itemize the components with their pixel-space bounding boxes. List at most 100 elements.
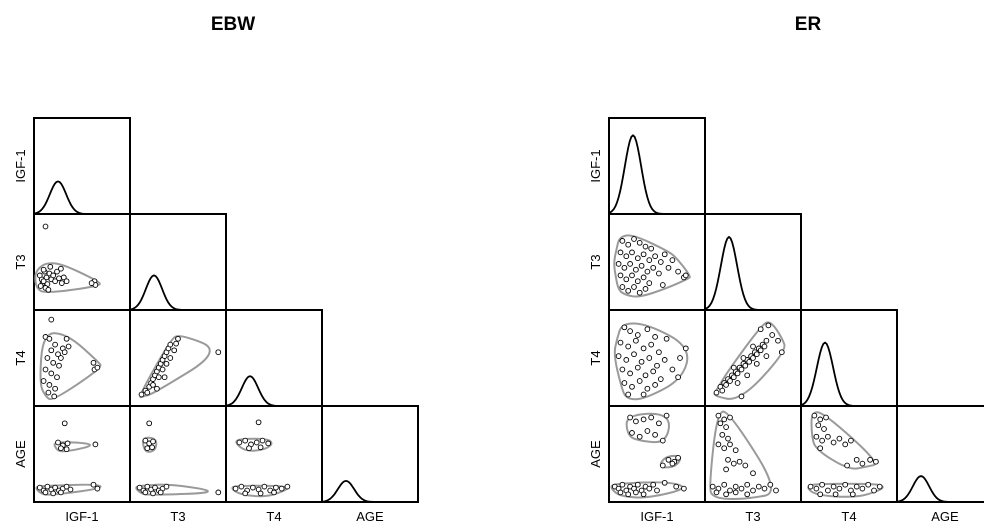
point-t4-vs-igf-1-22 <box>90 359 97 366</box>
point-age-vs-t4-5 <box>813 433 820 440</box>
point-age-vs-t4-5 <box>259 437 266 444</box>
point-t4-vs-t3-16 <box>155 374 162 381</box>
point-t4-vs-t3-21 <box>173 340 179 347</box>
point-t3-vs-igf-1-39 <box>659 282 666 288</box>
point-t3-vs-igf-1-36 <box>675 268 681 275</box>
y-axis-label-age: AGE <box>13 440 28 468</box>
point-age-vs-igf-1-13 <box>675 454 681 461</box>
point-age-vs-t3-19 <box>727 487 733 494</box>
point-t4-vs-t3-31 <box>753 360 760 367</box>
point-age-vs-t4-10 <box>238 483 245 490</box>
point-age-vs-t3-13 <box>736 458 743 465</box>
point-age-vs-t4-22 <box>830 483 837 490</box>
contour-t3-vs-igf-1-0 <box>34 262 101 293</box>
panel-frame-t3-t3 <box>704 213 802 311</box>
point-age-vs-t4-26 <box>853 483 860 490</box>
point-t4-vs-igf-1-9 <box>56 362 62 369</box>
point-age-vs-t3-10 <box>732 447 739 454</box>
point-age-vs-t4-12 <box>250 484 256 491</box>
point-t4-vs-t3-23 <box>753 351 760 358</box>
point-t3-vs-igf-1-25 <box>634 278 641 285</box>
point-t4-vs-igf-1-18 <box>63 335 70 342</box>
point-t4-vs-igf-1-7 <box>44 355 51 361</box>
point-age-vs-igf-1-24 <box>646 485 653 492</box>
point-t4-vs-igf-1-12 <box>615 353 622 359</box>
point-t4-vs-igf-1-22 <box>642 372 649 379</box>
point-t4-vs-igf-1-14 <box>46 382 53 388</box>
point-age-vs-t4-10 <box>817 445 824 452</box>
point-t4-vs-igf-1-10 <box>656 349 662 356</box>
point-t4-vs-igf-1-3 <box>644 326 651 333</box>
point-t3-vs-igf-1-15 <box>621 264 628 271</box>
point-age-vs-t3-28 <box>723 491 729 498</box>
point-t3-vs-igf-1-6 <box>37 283 44 289</box>
point-age-vs-t4-3 <box>815 422 822 429</box>
point-t3-vs-igf-1-4 <box>642 243 649 250</box>
point-age-vs-t4-7 <box>246 445 252 452</box>
point-t4-vs-igf-1-6 <box>625 343 632 350</box>
point-age-vs-t3-4 <box>723 424 729 430</box>
panel-frame-t3-t3 <box>129 213 227 311</box>
point-age-vs-t4-19 <box>242 490 249 497</box>
point-t4-vs-t3-22 <box>750 355 756 361</box>
point-age-vs-t3-12 <box>730 460 737 467</box>
point-age-vs-t4-14 <box>261 483 268 490</box>
point-t4-vs-t3-25 <box>761 343 768 350</box>
point-t3-vs-igf-1-5 <box>648 245 655 252</box>
point-age-vs-igf-1-20 <box>94 485 101 492</box>
point-t4-vs-t3-21 <box>746 358 753 365</box>
point-t3-vs-igf-1-23 <box>623 276 630 283</box>
point-t4-vs-igf-1-3 <box>52 341 58 348</box>
point-age-vs-t3-1 <box>142 437 149 444</box>
point-t4-vs-igf-1-21 <box>51 393 58 400</box>
point-age-vs-t4-9 <box>232 485 239 492</box>
point-age-vs-t4-32 <box>849 491 856 498</box>
point-age-vs-igf-1-26 <box>654 487 660 494</box>
point-t3-vs-igf-1-7 <box>623 253 630 260</box>
point-age-vs-igf-1-14 <box>669 460 676 467</box>
point-t4-vs-t3-29 <box>734 380 741 386</box>
point-age-vs-t4-12 <box>848 437 854 444</box>
panel-frame-t4-t4 <box>800 309 898 407</box>
point-t4-vs-igf-1-13 <box>623 357 630 363</box>
point-t4-vs-igf-1-26 <box>629 383 635 390</box>
contour-age-vs-t4-0 <box>810 411 876 470</box>
point-t4-vs-igf-1-1 <box>627 328 633 334</box>
point-t3-vs-igf-1-18 <box>45 286 52 293</box>
density-curve-t4 <box>225 375 322 407</box>
point-age-vs-t4-1 <box>817 416 824 423</box>
point-t4-vs-igf-1-18 <box>661 357 668 363</box>
point-t3-vs-igf-1-24 <box>629 272 635 279</box>
point-t4-vs-igf-1-0 <box>48 316 55 323</box>
point-t4-vs-t3-34 <box>775 337 781 344</box>
density-curve-igf-1 <box>33 180 130 215</box>
point-t3-vs-igf-1-12 <box>52 278 58 285</box>
point-age-vs-t3-3 <box>150 438 156 445</box>
point-age-vs-t4-7 <box>825 433 831 440</box>
point-age-vs-t4-2 <box>823 414 829 421</box>
point-age-vs-t4-14 <box>859 460 866 467</box>
point-t4-vs-igf-1-2 <box>634 332 641 338</box>
point-age-vs-t4-21 <box>271 489 277 496</box>
point-age-vs-t3-5 <box>719 431 726 438</box>
point-age-vs-t3-11 <box>725 456 731 463</box>
x-axis-label-igf-1: IGF-1 <box>640 509 673 524</box>
point-t4-vs-t3-0 <box>138 391 145 398</box>
point-t3-vs-igf-1-6 <box>617 249 624 256</box>
y-axis-label-age: AGE <box>588 440 603 468</box>
point-t4-vs-igf-1-28 <box>644 385 651 392</box>
point-t4-vs-igf-1-9 <box>648 341 655 348</box>
point-age-vs-t4-6 <box>819 437 825 444</box>
point-t4-vs-igf-1-13 <box>40 378 47 384</box>
point-age-vs-igf-1-6 <box>92 441 99 448</box>
point-age-vs-igf-1-9 <box>652 431 658 438</box>
point-age-vs-t3-0 <box>146 420 153 427</box>
point-t4-vs-igf-1-19 <box>619 366 626 373</box>
point-age-vs-t4-30 <box>817 491 824 498</box>
point-t3-vs-igf-1-1 <box>625 241 632 248</box>
point-t4-vs-igf-1-31 <box>677 355 683 361</box>
point-age-vs-igf-1-5 <box>663 412 670 419</box>
point-age-vs-t3-6 <box>136 484 143 491</box>
point-t3-vs-igf-1-29 <box>625 287 632 294</box>
point-age-vs-t4-18 <box>807 483 814 490</box>
